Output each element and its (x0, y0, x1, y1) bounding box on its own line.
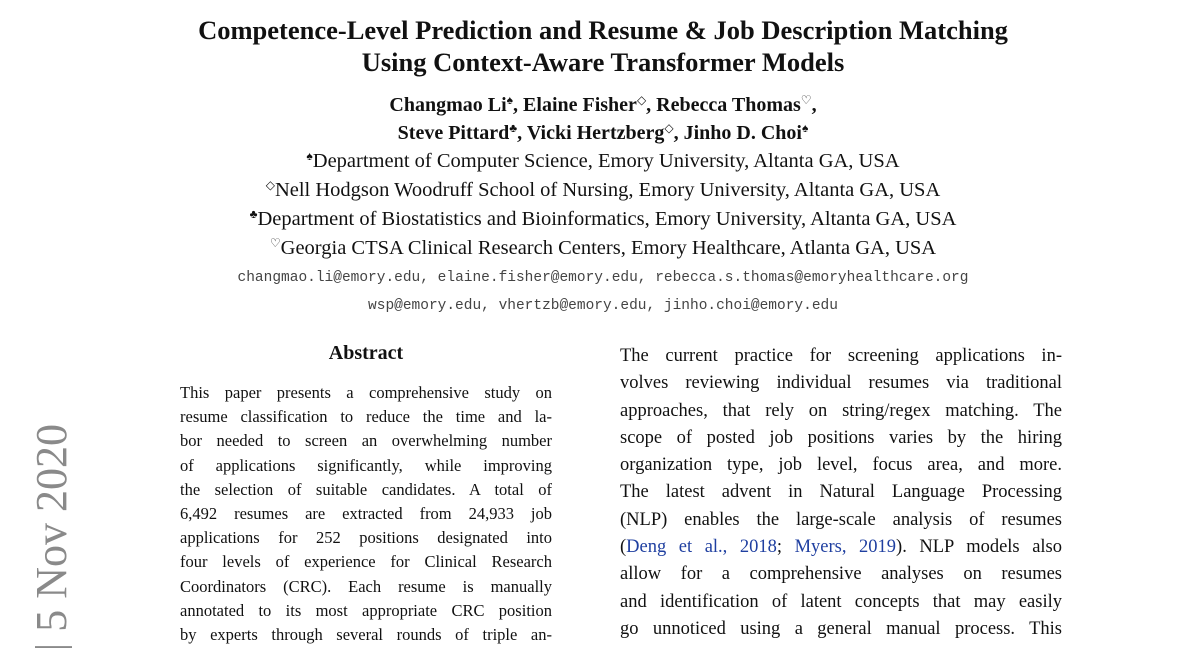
affiliation-mark: ♠ (306, 149, 313, 163)
text-line: by experts through several rounds of tri… (180, 625, 552, 645)
affiliation: ♣Department of Biostatistics and Bioinfo… (0, 205, 1200, 234)
text-span: The current practice for screening appli… (620, 346, 1062, 366)
text-line: of applications significantly, while imp… (180, 455, 552, 475)
title-line: Competence-Level Prediction and Resume &… (198, 15, 1008, 45)
text-span: approaches, that rely on string/regex ma… (620, 400, 1062, 421)
affiliation-mark: ◇ (664, 121, 674, 135)
author-list: Changmao Li♠, Elaine Fisher◇, Rebecca Th… (0, 91, 1200, 147)
affiliation: ◇Nell Hodgson Woodruff School of Nursing… (0, 176, 1200, 205)
affiliation-mark: ◇ (265, 178, 275, 192)
separator: , (513, 94, 519, 116)
affiliation-mark: ◇ (636, 93, 647, 107)
text-span: scope of posted job positions varies by … (620, 427, 1062, 448)
text-line: go unnoticed using a general manual proc… (620, 616, 1062, 643)
affiliation-text: Department of Computer Science, Emory Un… (312, 150, 900, 172)
text-span: ). NLP models also (896, 537, 1062, 558)
text-line: scope of posted job positions varies by … (620, 425, 1062, 452)
text-line: resume classification to reduce the time… (180, 407, 552, 427)
separator: , (646, 94, 652, 116)
affiliation-text: Georgia CTSA Clinical Research Centers, … (280, 237, 937, 259)
affiliation-mark: ♠ (801, 121, 809, 135)
separator: , (811, 94, 817, 116)
text-span: go unnoticed using a general manual proc… (620, 618, 1062, 639)
text-line: The latest advent in Natural Language Pr… (620, 479, 1062, 506)
affiliation-mark: ♣ (509, 121, 518, 135)
abstract-heading: Abstract (328, 342, 404, 364)
abstract-body: This paper presents a comprehensive stud… (180, 381, 552, 647)
affiliation-mark: ♠ (506, 93, 514, 107)
text-span: and identification of latent concepts th… (620, 591, 1062, 612)
affiliation-list: ♠Department of Computer Science, Emory U… (0, 147, 1200, 263)
text-line: applications for 252 positions designate… (180, 528, 552, 548)
citation-link[interactable]: Deng et al., 2018 (626, 537, 777, 558)
text-line: allow for a comprehensive analyses on re… (620, 561, 1062, 588)
arxiv-stamp: ] 5 Nov 2020 (27, 424, 76, 648)
separator: , (517, 122, 523, 144)
text-line: and identification of latent concepts th… (620, 589, 1062, 616)
text-span: The latest advent in Natural Language Pr… (620, 482, 1062, 503)
affiliation: ♡Georgia CTSA Clinical Research Centers,… (0, 234, 1200, 263)
text-span: (NLP) enables the large-scale analysis o… (620, 509, 1062, 530)
citation-link[interactable]: Myers, 2019 (794, 537, 897, 558)
affiliation: ♠Department of Computer Science, Emory U… (0, 147, 1200, 176)
text-line: This paper presents a comprehensive stud… (180, 383, 552, 402)
author-name: Steve Pittard (397, 122, 510, 144)
text-span: ( (620, 537, 627, 558)
separator: , (673, 122, 679, 144)
email-line: wsp@emory.edu, vhertzb@emory.edu, jinho.… (368, 298, 838, 314)
text-line: 6,492 resumes are extracted from 24,933 … (180, 504, 552, 524)
paper-title: Competence-Level Prediction and Resume &… (0, 14, 1200, 78)
author-name: Changmao Li (389, 94, 507, 116)
email-line: changmao.li@emory.edu, elaine.fisher@emo… (237, 270, 969, 286)
affiliation-text: Nell Hodgson Woodruff School of Nursing,… (274, 179, 941, 201)
text-line: annotated to its most appropriate CRC po… (180, 600, 552, 620)
text-line: bor needed to screen an overwhelming num… (180, 431, 552, 451)
text-line: (Deng et al., 2018; Myers, 2019). NLP mo… (620, 534, 1062, 561)
text-span: ; (776, 537, 795, 558)
text-span: allow for a comprehensive analyses on re… (620, 564, 1062, 585)
text-line: organization type, job level, focus area… (620, 452, 1062, 479)
text-line: four levels of experience for Clinical R… (180, 552, 552, 572)
affiliation-mark: ♣ (249, 207, 258, 221)
text-line: (NLP) enables the large-scale analysis o… (620, 507, 1062, 534)
author-name: Elaine Fisher (523, 94, 637, 116)
text-span: volves reviewing individual resumes via … (620, 373, 1062, 394)
arxiv-stamp-area: ] 5 Nov 2020 (27, 424, 76, 648)
introduction-body: The current practice for screening appli… (620, 343, 1062, 643)
author-name: Jinho D. Choi (683, 122, 802, 144)
affiliation-mark: ♡ (269, 236, 281, 250)
author-line: Changmao Li♠, Elaine Fisher◇, Rebecca Th… (0, 91, 1200, 119)
text-line: approaches, that rely on string/regex ma… (620, 398, 1062, 425)
author-name: Vicki Hertzberg (526, 122, 665, 144)
email-list: changmao.li@emory.edu, elaine.fisher@emo… (0, 264, 1200, 320)
affiliation-text: Department of Biostatistics and Bioinfor… (257, 208, 957, 230)
text-line: The current practice for screening appli… (620, 343, 1062, 370)
affiliation-mark: ♡ (800, 93, 812, 107)
text-line: the selection of suitable candidates. A … (180, 479, 552, 499)
title-line: Using Context-Aware Transformer Models (361, 47, 845, 77)
text-line: volves reviewing individual resumes via … (620, 370, 1062, 397)
text-span: organization type, job level, focus area… (620, 455, 1062, 476)
author-line: Steve Pittard♣, Vicki Hertzberg◇, Jinho … (0, 119, 1200, 147)
author-name: Rebecca Thomas (656, 94, 801, 116)
text-line: Coordinators (CRC). Each resume is manua… (180, 576, 552, 596)
